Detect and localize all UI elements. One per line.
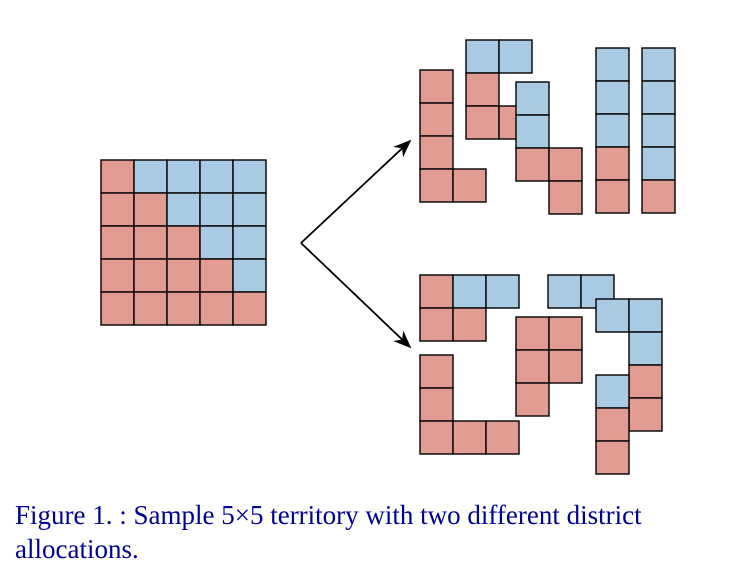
cell-blue [233, 193, 266, 226]
cell-red [233, 292, 266, 325]
allocation-top-group-4 [642, 48, 675, 213]
cell-red [516, 317, 549, 350]
cell-blue [596, 48, 629, 81]
cell-red [420, 136, 453, 169]
cell-red [549, 148, 582, 181]
allocation-bottom-group-2 [516, 317, 582, 416]
cell-red [134, 226, 167, 259]
cell-red [101, 226, 134, 259]
cell-red [167, 259, 200, 292]
cell-red [420, 103, 453, 136]
cell-red [453, 169, 486, 202]
cell-blue [596, 81, 629, 114]
arrow-bottom [301, 243, 410, 347]
figure-caption: Figure 1. : Sample 5×5 territory with tw… [15, 499, 735, 567]
cell-red [167, 226, 200, 259]
cell-red [486, 421, 519, 454]
cell-blue [548, 275, 581, 308]
cell-red [134, 259, 167, 292]
cell-red [516, 383, 549, 416]
cell-red [629, 365, 662, 398]
figure-diagram [15, 15, 725, 485]
allocation-bottom-group-1 [420, 355, 519, 454]
cell-blue [499, 40, 532, 73]
cell-red [101, 160, 134, 193]
cell-red [466, 106, 499, 139]
cell-red [596, 441, 629, 474]
cell-blue [596, 114, 629, 147]
cell-red [200, 259, 233, 292]
cell-blue [642, 147, 675, 180]
cell-blue [516, 82, 549, 115]
allocation-top-group-3 [596, 48, 629, 213]
allocation-top [420, 40, 675, 214]
cell-blue [596, 375, 629, 408]
cell-red [596, 147, 629, 180]
cell-blue [167, 193, 200, 226]
cell-blue [629, 299, 662, 332]
cell-red [101, 259, 134, 292]
cell-blue [486, 275, 519, 308]
cell-blue [233, 259, 266, 292]
cell-red [596, 408, 629, 441]
cell-red [420, 308, 453, 341]
allocation-bottom [420, 275, 662, 474]
cell-blue [233, 160, 266, 193]
cell-blue [642, 48, 675, 81]
cell-blue [233, 226, 266, 259]
allocation-bottom-group-0 [420, 275, 519, 341]
cell-red [549, 317, 582, 350]
cell-red [453, 308, 486, 341]
cell-blue [642, 114, 675, 147]
cell-blue [453, 275, 486, 308]
cell-red [420, 388, 453, 421]
cell-red [629, 398, 662, 431]
allocation-bottom-group-5 [596, 375, 629, 474]
figure-container: Figure 1. : Sample 5×5 territory with tw… [15, 15, 735, 567]
cell-blue [466, 40, 499, 73]
cell-red [516, 148, 549, 181]
cell-red [134, 193, 167, 226]
cell-red [101, 193, 134, 226]
cell-red [167, 292, 200, 325]
cell-red [101, 292, 134, 325]
cell-red [549, 181, 582, 214]
cell-blue [200, 226, 233, 259]
cell-red [549, 350, 582, 383]
arrow-top [301, 141, 410, 243]
cell-red [420, 355, 453, 388]
cell-blue [629, 332, 662, 365]
cell-red [642, 180, 675, 213]
cell-red [420, 275, 453, 308]
cell-red [516, 350, 549, 383]
cell-blue [167, 160, 200, 193]
cell-red [420, 421, 453, 454]
cell-blue [642, 81, 675, 114]
cell-red [420, 70, 453, 103]
cell-blue [516, 115, 549, 148]
cell-red [466, 73, 499, 106]
territory-grid [101, 160, 266, 325]
cell-red [596, 180, 629, 213]
allocation-top-group-2 [516, 82, 582, 214]
cell-blue [200, 160, 233, 193]
cell-red [453, 421, 486, 454]
cell-red [420, 169, 453, 202]
cell-red [200, 292, 233, 325]
cell-red [134, 292, 167, 325]
cell-blue [200, 193, 233, 226]
cell-blue [134, 160, 167, 193]
cell-blue [596, 299, 629, 332]
